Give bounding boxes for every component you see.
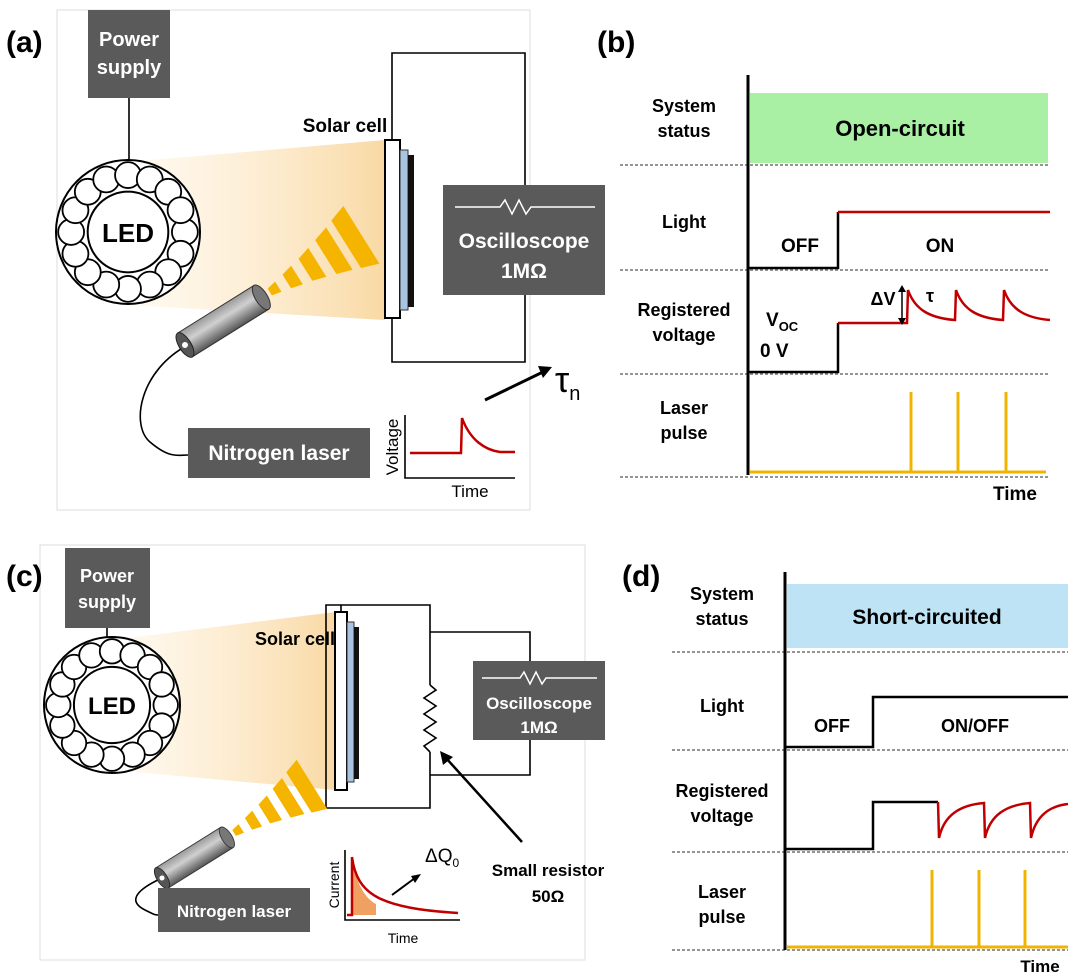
- row-label: Registered: [675, 781, 768, 801]
- solar-cell-label: Solar cell: [255, 629, 335, 649]
- arrowhead: [898, 285, 906, 292]
- row-label: Registered: [637, 300, 730, 320]
- arrow: [485, 371, 545, 400]
- voltage-trace: [785, 802, 938, 849]
- inset-y-label: Current: [326, 862, 342, 909]
- solar-cell-layer: [400, 150, 408, 310]
- status-text: Open-circuit: [835, 116, 965, 141]
- resistor-label: Small resistor: [492, 861, 605, 880]
- panel-label: (d): [622, 560, 660, 593]
- laser-beam: [231, 824, 244, 837]
- oscilloscope-text: Oscilloscope: [486, 694, 592, 713]
- inset-x-label: Time: [451, 482, 488, 501]
- voc-main: V: [766, 310, 779, 331]
- voc-sub: OC: [779, 319, 799, 334]
- power-supply-text: supply: [78, 592, 136, 612]
- light-off: OFF: [814, 716, 850, 736]
- led-bulb: [168, 197, 194, 223]
- oscilloscope-text: Oscilloscope: [459, 230, 590, 253]
- solar-cell: [385, 140, 400, 318]
- solar-cell: [335, 612, 347, 790]
- power-supply-box: [65, 548, 150, 628]
- tau: τ: [926, 286, 934, 306]
- arrow: [446, 758, 522, 842]
- solar-cell-layer: [354, 627, 359, 779]
- figure: (a) Power supply LED Solar cell Oscillos…: [0, 0, 1070, 977]
- panel-label: (b): [597, 26, 635, 59]
- laser-text: Nitrogen laser: [177, 902, 292, 921]
- zero-label: 0 V: [760, 341, 789, 362]
- inset-symbol: ΔQ0: [425, 846, 459, 870]
- cable: [140, 345, 188, 455]
- laser: [142, 760, 327, 905]
- symbol: ΔQ: [425, 846, 452, 867]
- row-label: status: [657, 121, 710, 141]
- wire: [430, 632, 530, 661]
- laser-beam: [244, 811, 263, 832]
- inset-symbol: τn: [555, 359, 580, 405]
- symbol-sub: n: [569, 383, 580, 405]
- row-label: voltage: [690, 806, 753, 826]
- laser-text: Nitrogen laser: [208, 442, 349, 465]
- panel-label: (a): [6, 26, 43, 59]
- arrowhead: [411, 874, 421, 883]
- light-on: ON: [926, 236, 955, 257]
- row-label: Laser: [698, 882, 746, 902]
- status-text: Short-circuited: [852, 606, 1001, 629]
- row-label: System: [652, 96, 716, 116]
- inset-x-label: Time: [388, 930, 419, 946]
- resistor-label: 50Ω: [532, 887, 565, 906]
- oscilloscope-text: 1MΩ: [501, 260, 547, 283]
- inset-curve: [410, 418, 515, 453]
- row-label: Light: [700, 696, 744, 716]
- row-label: pulse: [698, 907, 745, 927]
- solar-cell-layer: [408, 155, 414, 307]
- time-label: Time: [993, 484, 1037, 505]
- laser-beam: [257, 795, 282, 826]
- row-label: Light: [662, 212, 706, 232]
- solar-cell-layer: [347, 622, 354, 782]
- oscilloscope-text: 1MΩ: [520, 718, 557, 737]
- time-label: Time: [1020, 957, 1059, 976]
- symbol: τ: [555, 359, 569, 400]
- row-label: Laser: [660, 398, 708, 418]
- voltage-trace: [938, 802, 1068, 838]
- row-label: voltage: [652, 325, 715, 345]
- inset-y-label: Voltage: [383, 419, 402, 476]
- row-label: System: [690, 584, 754, 604]
- light-on: ON/OFF: [941, 716, 1009, 736]
- delta-v: ΔV: [871, 289, 896, 309]
- symbol-sub: 0: [452, 856, 459, 870]
- row-label: status: [695, 609, 748, 629]
- led-text: LED: [88, 693, 136, 720]
- panel-label: (c): [6, 560, 43, 593]
- resistor: [424, 685, 436, 752]
- voc: VOC: [766, 310, 799, 334]
- row-label: pulse: [660, 423, 707, 443]
- solar-cell-label: Solar cell: [303, 116, 388, 137]
- arrow: [392, 878, 415, 895]
- led-bulb: [149, 672, 173, 696]
- power-supply-text: Power: [80, 566, 134, 586]
- power-supply-text: Power: [99, 29, 159, 51]
- led-text: LED: [102, 218, 154, 248]
- light-off: OFF: [781, 236, 819, 257]
- power-supply-text: supply: [97, 57, 162, 79]
- power-supply-box: [88, 10, 170, 98]
